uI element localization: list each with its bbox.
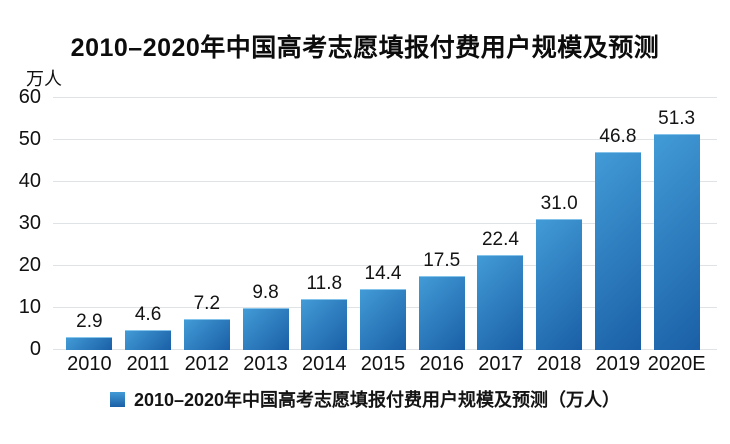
bar-2016 <box>418 275 465 350</box>
x-tick-label-2010: 2010 <box>67 353 112 375</box>
x-tick-label-2020E: 2020E <box>647 353 706 375</box>
bar-value-label-2012: 7.2 <box>193 292 221 314</box>
bar-value-label-2011: 4.6 <box>134 303 162 325</box>
bar-2015 <box>360 288 406 350</box>
bar-2019 <box>594 152 641 350</box>
gridline-20 <box>53 264 717 266</box>
bar-value-label-2010: 2.9 <box>76 310 103 332</box>
x-tick-label-2012: 2012 <box>184 353 230 375</box>
gridline-30 <box>53 222 717 224</box>
bar-2017 <box>477 254 524 350</box>
plot-area: 2.9 2010 4.6 2011 7.2 2012 9.8 2013 11.8 2014 14.4… <box>53 96 717 375</box>
bar-2012 <box>183 318 230 350</box>
x-tick-label-2019: 2019 <box>595 353 641 375</box>
y-tick-label-40: 40 <box>18 170 41 192</box>
gridline-60 <box>53 96 717 98</box>
x-tick-label-2016: 2016 <box>419 353 464 375</box>
bar-2010 <box>66 336 113 350</box>
legend-swatch-icon <box>109 391 125 407</box>
bar-value-label-2014: 11.8 <box>306 273 343 295</box>
bar-value-label-2019: 46.8 <box>599 126 637 148</box>
x-tick-label-2011: 2011 <box>126 353 170 375</box>
y-tick-label-20: 20 <box>18 254 41 276</box>
y-tick-label-60: 60 <box>18 86 41 108</box>
bar-value-label-2020E: 51.3 <box>658 107 696 129</box>
x-tick-label-2018: 2018 <box>536 353 582 375</box>
bar-2013 <box>242 307 289 350</box>
y-axis-unit-label: 万人 <box>26 69 62 89</box>
y-axis: 0 10 20 30 40 50 60 <box>0 86 41 360</box>
x-tick-label-2014: 2014 <box>302 353 347 375</box>
gridline-40 <box>53 180 717 182</box>
bar-value-label-2016: 17.5 <box>423 249 461 271</box>
x-tick-label-2015: 2015 <box>360 353 406 375</box>
legend: 2010–2020年中国高考志愿填报付费用户规模及预测（万人） <box>0 386 730 412</box>
x-tick-label-2013: 2013 <box>243 353 288 375</box>
bar-2011 <box>125 329 172 350</box>
gridline-50 <box>53 138 717 140</box>
y-tick-label-10: 10 <box>18 296 41 318</box>
x-tick-label-2017: 2017 <box>478 353 523 375</box>
y-tick-label-0: 0 <box>29 338 41 360</box>
bar-2018 <box>536 218 583 350</box>
bar-value-label-2013: 9.8 <box>252 281 279 303</box>
bar-value-label-2018: 31.0 <box>540 192 578 214</box>
bar-2020E <box>653 133 700 350</box>
chart-title: 2010–2020年中国高考志愿填报付费用户规模及预测 <box>70 34 660 62</box>
bar-value-label-2015: 14.4 <box>364 262 402 284</box>
legend-label: 2010–2020年中国高考志愿填报付费用户规模及预测（万人） <box>133 390 621 410</box>
y-tick-label-30: 30 <box>18 212 41 234</box>
bar-2014 <box>301 299 348 350</box>
bar-value-label-2017: 22.4 <box>481 228 519 250</box>
y-tick-label-50: 50 <box>18 128 41 150</box>
